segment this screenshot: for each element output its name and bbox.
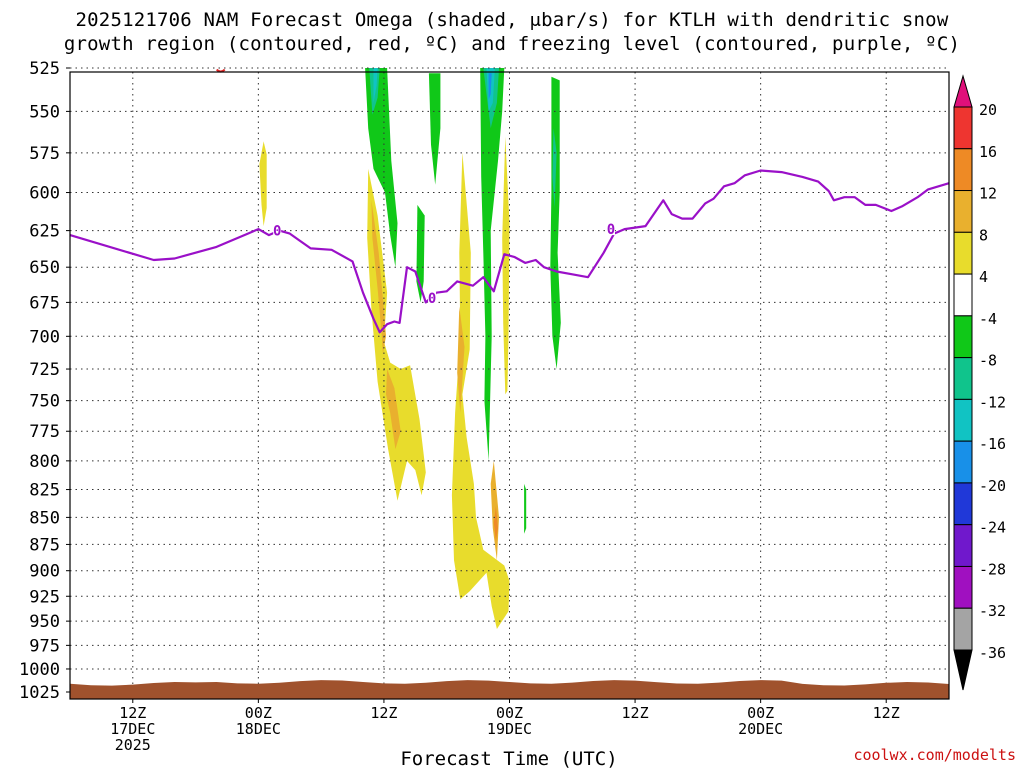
- x-axis-label: Forecast Time (UTC): [400, 748, 617, 768]
- freezing-level-label-bg: [428, 290, 437, 305]
- omega-region: [451, 152, 510, 630]
- colorbar: 20 16 12 8 4 -4 -8 -12 -16 -20 -24 -28 -32 -36: [953, 74, 1006, 691]
- colorbar-level-label: -24: [979, 519, 1006, 537]
- y-tick-label: 800: [29, 452, 60, 472]
- y-tick-label: 1000: [19, 660, 60, 680]
- freezing-level-label-bg: [273, 222, 282, 237]
- omega-shading-layer: [259, 68, 561, 630]
- x-tick-label: 12Z: [622, 704, 649, 722]
- y-tick-label: 900: [29, 562, 60, 582]
- y-tick-label: 600: [29, 184, 60, 204]
- colorbar-swatch: [953, 190, 973, 233]
- omega-region: [480, 68, 505, 461]
- x-tick-label: 2025: [115, 736, 151, 754]
- omega-region: [365, 68, 398, 268]
- y-tick-label: 1025: [19, 683, 60, 703]
- chart-title-line-2: growth region (contoured, red, ºC) and f…: [63, 33, 961, 55]
- omega-region: [488, 73, 492, 100]
- omega-region: [493, 506, 498, 542]
- colorbar-swatch: [953, 148, 973, 192]
- terrain-layer: [70, 680, 949, 699]
- colorbar-swatch: [953, 607, 973, 651]
- y-tick-label: 750: [29, 392, 60, 412]
- omega-region: [386, 369, 401, 450]
- colorbar-bottom-triangle: [953, 649, 973, 691]
- colorbar-level-label: -32: [979, 602, 1006, 620]
- colorbar-level-label: -8: [979, 352, 997, 370]
- colorbar-swatch: [953, 440, 973, 484]
- y-tick-label: 575: [29, 144, 60, 164]
- y-tick-label: 650: [29, 258, 60, 278]
- omega-region: [552, 128, 557, 208]
- colorbar-level-label: 16: [979, 143, 997, 161]
- omega-region: [502, 136, 510, 395]
- terrain-fill: [70, 680, 949, 699]
- colorbar-level-label: 8: [979, 226, 988, 244]
- omega-region: [373, 68, 378, 103]
- y-tick-label: 875: [29, 535, 60, 555]
- y-tick-label: 775: [29, 422, 60, 442]
- y-tick-label: 550: [29, 102, 60, 122]
- omega-region: [524, 483, 527, 534]
- colorbar-swatch: [953, 398, 973, 442]
- colorbar-level-label: -20: [979, 477, 1006, 495]
- pressure-axis: 525 550 575 600 625 650 675 700 725 750 775 800 825 8…: [19, 59, 70, 703]
- colorbar-swatch: [953, 524, 973, 567]
- x-tick-label: 19DEC: [487, 720, 532, 738]
- omega-region: [371, 200, 386, 354]
- colorbar-level-label: -12: [979, 393, 1006, 411]
- freezing-level-label-bg: [607, 221, 616, 236]
- x-tick-label: 12Z: [119, 704, 146, 722]
- dgz-contour: [215, 68, 226, 73]
- contour-layer: 0 0 0: [69, 68, 950, 334]
- colorbar-level-label: -4: [979, 310, 997, 328]
- colorbar-swatch: [953, 231, 973, 275]
- colorbar-swatch: [953, 482, 973, 526]
- freezing-level-label: 0: [428, 291, 436, 307]
- y-tick-label: 725: [29, 360, 60, 380]
- x-tick-label: 12Z: [873, 704, 900, 722]
- y-tick-label: 700: [29, 327, 60, 347]
- y-tick-label: 525: [29, 59, 60, 79]
- colorbar-level-label: 12: [979, 185, 997, 203]
- colorbar-level-label: -28: [979, 560, 1006, 578]
- x-tick-label: 20DEC: [738, 720, 783, 738]
- y-tick-label: 850: [29, 508, 60, 528]
- x-tick-label: 00Z: [496, 704, 523, 722]
- colorbar-swatch: [953, 565, 973, 609]
- omega-region: [428, 73, 441, 185]
- x-tick-label: 18DEC: [236, 720, 281, 738]
- chart-title-line-1: 2025121706 NAM Forecast Omega (shaded, μ…: [75, 9, 949, 31]
- freezing-level-label: 0: [273, 224, 281, 240]
- colorbar-swatch: [953, 273, 973, 317]
- omega-region: [457, 306, 465, 413]
- omega-region: [367, 168, 426, 501]
- x-tick-label: 17DEC: [110, 720, 155, 738]
- x-tick-label: 00Z: [245, 704, 272, 722]
- credit-link[interactable]: coolwx.com/modelts: [853, 746, 1016, 764]
- x-tick-label: 12Z: [370, 704, 397, 722]
- colorbar-level-label: -36: [979, 644, 1006, 662]
- y-tick-label: 675: [29, 293, 60, 313]
- omega-region: [550, 76, 561, 370]
- colorbar-level-label: -16: [979, 435, 1006, 453]
- colorbar-top-triangle: [953, 74, 973, 108]
- colorbar-level-label: 20: [979, 101, 997, 119]
- colorbar-swatch: [953, 357, 973, 400]
- y-tick-label: 975: [29, 636, 60, 656]
- colorbar-swatch: [953, 315, 973, 359]
- y-tick-label: 950: [29, 612, 60, 632]
- y-tick-label: 825: [29, 481, 60, 501]
- colorbar-level-label: 4: [979, 268, 988, 286]
- y-tick-label: 625: [29, 222, 60, 242]
- freezing-level-label: 0: [607, 222, 615, 238]
- freezing-level-line: [69, 169, 950, 334]
- omega-region: [490, 460, 499, 561]
- x-tick-label: 00Z: [747, 704, 774, 722]
- y-tick-label: 925: [29, 587, 60, 607]
- colorbar-swatch: [953, 106, 973, 150]
- omega-region: [259, 141, 267, 227]
